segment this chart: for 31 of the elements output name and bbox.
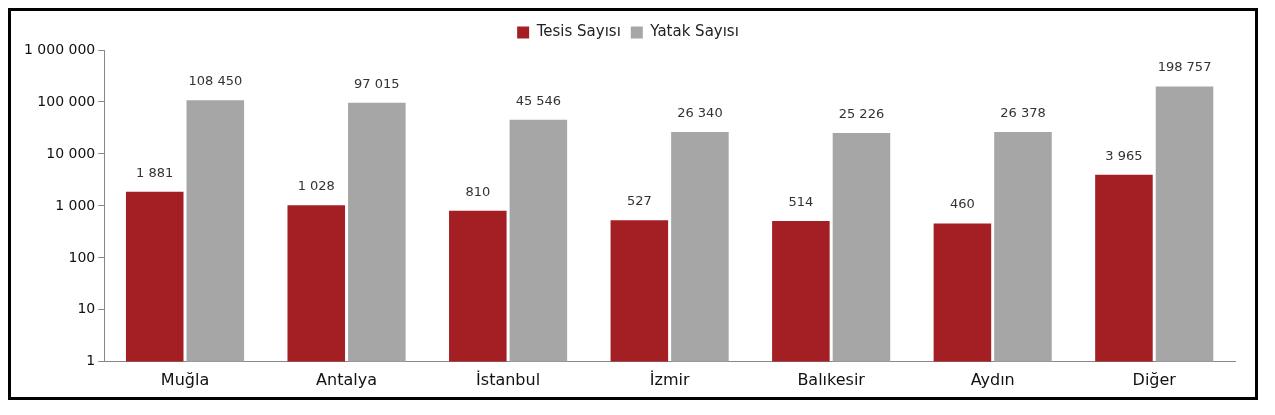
y-tick-label: 100 000: [37, 92, 96, 109]
y-tick-label: 1: [86, 352, 96, 369]
data-label: 108 450: [188, 73, 243, 89]
y-tick-label: 1 000: [55, 196, 96, 213]
data-label: 810: [465, 183, 491, 199]
x-tick-label: Muğla: [160, 369, 210, 389]
data-label: 1 881: [136, 164, 174, 180]
legend-label: Yatak Sayısı: [649, 22, 739, 41]
y-tick-label: 10 000: [46, 144, 96, 161]
data-label: 527: [626, 193, 652, 209]
data-label: 26 378: [1000, 104, 1046, 120]
x-tick-label: Antalya: [316, 369, 377, 389]
x-tick-label: İstanbul: [476, 369, 541, 389]
data-label: 1 028: [297, 178, 335, 194]
y-tick-label: 100: [68, 248, 96, 265]
data-label: 514: [788, 193, 814, 209]
x-tick-label: Balıkesir: [797, 369, 866, 389]
data-label: 26 340: [677, 104, 723, 120]
data-label: 460: [949, 196, 975, 212]
data-label: 3 965: [1105, 147, 1143, 163]
frame-border: Tesis Sayısı Yatak Sayısı Muğla Antalya İstanbul İzmir Balıkesir Aydın Diğer 1 10 100 1 000 10 000 100 000 1 000 000 1 881 1 028 810 527 514 460 3 965 108 450 97 015 45 546 26 340 25 226 26 378 198 757: [8, 8, 1258, 400]
x-tick-label: Diğer: [1132, 369, 1177, 389]
data-label: 45 546: [515, 92, 562, 108]
x-tick-label: İzmir: [649, 369, 690, 389]
data-label: 97 015: [354, 75, 400, 91]
y-tick-label: 1 000 000: [23, 40, 96, 57]
y-tick-label: 10: [77, 300, 96, 317]
data-label: 25 226: [838, 105, 885, 121]
data-label: 198 757: [1157, 59, 1212, 75]
legend-label: Tesis Sayısı: [535, 22, 621, 41]
x-tick-label: Aydın: [970, 369, 1015, 389]
